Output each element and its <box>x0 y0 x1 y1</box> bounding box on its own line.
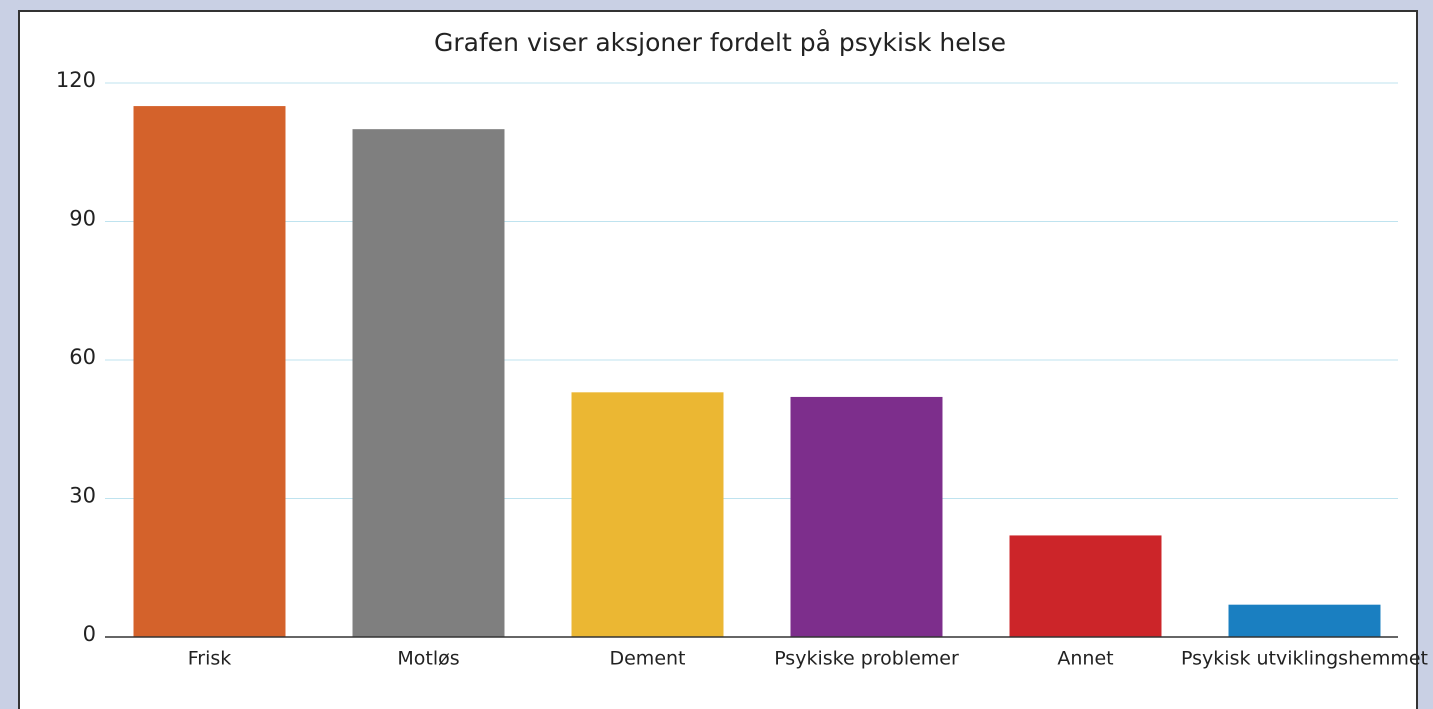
bar <box>1009 535 1162 637</box>
chart-title: Grafen viser aksjoner fordelt på psykisk… <box>434 28 1006 57</box>
x-tick-label: Motløs <box>397 648 459 670</box>
bar <box>1228 604 1381 637</box>
x-tick-label: Psykisk utviklingshemmet <box>1181 648 1428 670</box>
x-tick-label: Frisk <box>188 648 232 670</box>
y-tick-label: 60 <box>69 345 96 369</box>
bar <box>571 392 724 637</box>
bar <box>790 396 943 637</box>
x-tick-label: Dement <box>609 648 685 670</box>
bar <box>352 129 505 637</box>
y-tick-label: 90 <box>69 207 96 231</box>
x-tick-label: Psykiske problemer <box>774 648 959 670</box>
bar <box>133 106 286 638</box>
y-tick-label: 30 <box>69 484 96 508</box>
y-tick-label: 120 <box>56 68 96 92</box>
x-tick-label: Annet <box>1057 648 1113 670</box>
y-tick-label: 0 <box>83 622 96 646</box>
